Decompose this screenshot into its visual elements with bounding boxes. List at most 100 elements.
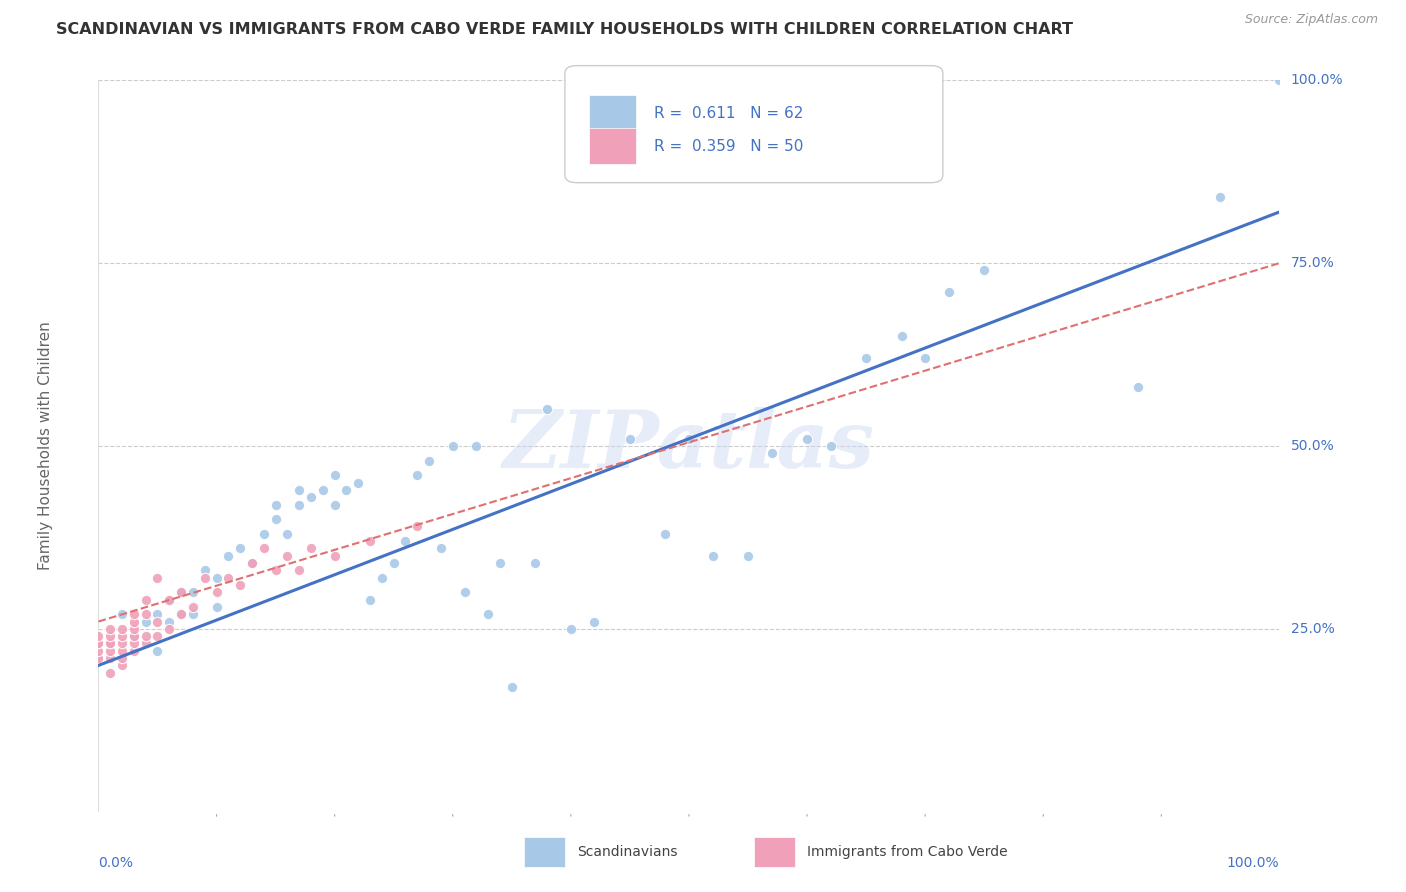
Point [87,636,110,650]
Point [217,549,239,563]
Text: R =  0.359   N = 50: R = 0.359 N = 50 [654,138,803,153]
Point [146,629,169,643]
Point [229,541,252,556]
Text: Scandinavians: Scandinavians [576,845,678,859]
Point [135,636,157,650]
Point [170,585,193,599]
Point [619,432,641,446]
Point [98,622,121,636]
Point [146,644,169,658]
Point [1209,190,1232,204]
Bar [754,838,796,867]
Point [394,534,416,549]
Point [229,578,252,592]
Point [453,585,475,599]
Point [796,432,818,446]
Point [87,644,110,658]
Point [299,490,322,504]
Point [111,644,134,658]
Point [194,563,217,577]
Point [135,615,157,629]
Point [111,651,134,665]
Point [122,622,145,636]
Point [111,658,134,673]
Point [477,607,499,622]
Point [406,468,429,483]
Point [855,351,877,366]
Point [87,629,110,643]
Point [536,402,558,417]
Text: 100.0%: 100.0% [1291,73,1343,87]
Text: 25.0%: 25.0% [1291,622,1334,636]
Point [406,519,429,533]
Point [181,607,204,622]
Point [1268,73,1291,87]
Point [170,585,193,599]
Bar [589,95,636,131]
Point [146,607,169,622]
Bar [523,838,565,867]
Point [253,541,276,556]
Point [135,629,157,643]
Point [181,599,204,614]
Point [524,556,547,570]
Point [654,526,676,541]
Point [312,483,335,497]
Point [111,622,134,636]
Point [359,534,381,549]
Point [441,439,464,453]
Point [253,526,276,541]
Point [382,556,405,570]
Point [489,556,512,570]
Point [98,665,121,680]
Text: 100.0%: 100.0% [1227,855,1279,870]
Text: R =  0.611   N = 62: R = 0.611 N = 62 [654,105,803,120]
Point [157,592,180,607]
Point [418,453,440,467]
Point [122,629,145,643]
Point [465,439,488,453]
Point [914,351,936,366]
Point [146,615,169,629]
Point [678,432,700,446]
Point [205,599,228,614]
Point [560,622,582,636]
Point [122,636,145,650]
Point [111,607,134,622]
Point [111,636,134,650]
Point [170,607,193,622]
Point [240,556,263,570]
Point [430,541,453,556]
Text: 50.0%: 50.0% [1291,439,1334,453]
Text: SCANDINAVIAN VS IMMIGRANTS FROM CABO VERDE FAMILY HOUSEHOLDS WITH CHILDREN CORRE: SCANDINAVIAN VS IMMIGRANTS FROM CABO VER… [56,22,1073,37]
Text: 0.0%: 0.0% [98,855,134,870]
Point [181,585,204,599]
Point [135,592,157,607]
Text: Family Households with Children: Family Households with Children [38,322,53,570]
Point [761,446,783,460]
Point [702,549,724,563]
Text: 75.0%: 75.0% [1291,256,1334,270]
Bar [589,128,636,164]
Point [87,651,110,665]
Point [98,636,121,650]
Point [98,644,121,658]
Point [157,622,180,636]
Point [98,651,121,665]
Text: ZIPatlas: ZIPatlas [503,408,875,484]
Point [299,541,322,556]
Point [264,498,287,512]
Point [87,651,110,665]
Point [146,571,169,585]
Point [264,512,287,526]
Point [205,571,228,585]
Point [122,607,145,622]
Point [135,607,157,622]
Point [98,629,121,643]
Point [347,475,370,490]
Point [122,629,145,643]
Point [157,592,180,607]
Point [276,549,298,563]
Point [323,549,346,563]
Point [973,263,995,277]
